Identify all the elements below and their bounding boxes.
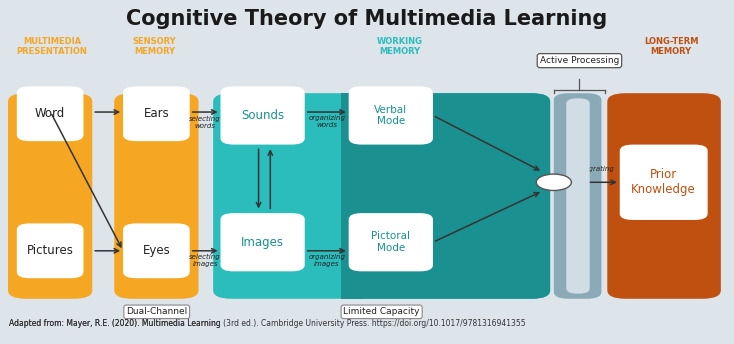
Text: Adapted from: Mayer, R.E. (2020). Multimedia Learning: Adapted from: Mayer, R.E. (2020). Multim… [10,319,224,328]
FancyBboxPatch shape [349,86,433,144]
Text: SENSORY
MEMORY: SENSORY MEMORY [133,37,176,56]
Text: Prior
Knowledge: Prior Knowledge [631,168,696,196]
FancyBboxPatch shape [17,223,84,278]
FancyBboxPatch shape [619,144,708,220]
Text: LONG-TERM
MEMORY: LONG-TERM MEMORY [644,37,698,56]
FancyBboxPatch shape [554,93,601,299]
Text: selecting
words: selecting words [189,116,221,129]
FancyBboxPatch shape [115,93,198,299]
Bar [341,93,363,299]
FancyBboxPatch shape [220,213,305,271]
Text: Dual-Channel: Dual-Channel [126,307,187,316]
FancyBboxPatch shape [8,93,92,299]
FancyBboxPatch shape [17,86,84,141]
Text: Eyes: Eyes [142,244,170,257]
Text: Pictoral
Mode: Pictoral Mode [371,232,410,253]
Text: WORKING
MEMORY: WORKING MEMORY [377,37,423,56]
Text: Word: Word [35,107,65,120]
Text: Active Processing: Active Processing [539,56,619,65]
Text: Images: Images [241,236,284,249]
Text: Cognitive Theory of Multimedia Learning: Cognitive Theory of Multimedia Learning [126,9,608,29]
FancyBboxPatch shape [566,98,589,294]
Text: organizing
images: organizing images [308,254,345,267]
Text: integrating: integrating [576,166,615,172]
FancyBboxPatch shape [123,86,189,141]
FancyBboxPatch shape [213,93,550,299]
Circle shape [537,174,571,191]
FancyBboxPatch shape [607,93,721,299]
FancyBboxPatch shape [349,213,433,271]
Text: selecting
images: selecting images [189,254,221,267]
Text: Verbal
Mode: Verbal Mode [374,105,407,126]
Text: organizing
words: organizing words [308,116,345,128]
FancyBboxPatch shape [220,86,305,144]
Text: Pictures: Pictures [26,244,73,257]
FancyBboxPatch shape [341,93,550,299]
Text: Sounds: Sounds [241,109,284,122]
Text: Adapted from: Mayer, R.E. (2020). Multimedia Learning (3rd ed.). Cambridge Unive: Adapted from: Mayer, R.E. (2020). Multim… [10,319,526,328]
Text: MULTIMEDIA
PRESENTATION: MULTIMEDIA PRESENTATION [17,37,87,56]
FancyBboxPatch shape [123,223,189,278]
Text: Ears: Ears [144,107,170,120]
Text: Limited Capacity: Limited Capacity [344,307,420,316]
